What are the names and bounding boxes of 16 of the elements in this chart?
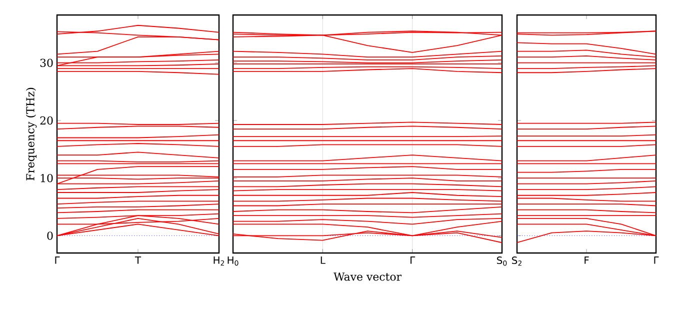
x-tick-label: Γ — [654, 256, 659, 264]
y-tick-label: 0 — [47, 232, 53, 240]
x-tick-label: S$_{0}$ — [497, 256, 507, 266]
y-tick-label: 10 — [40, 174, 53, 182]
x-tick-label: F — [584, 256, 589, 264]
y-tick-label: 30 — [40, 58, 53, 67]
x-tick-label: L — [320, 256, 326, 264]
x-tick-label: T — [134, 256, 142, 264]
x-tick-label: Γ — [55, 256, 60, 264]
y-axis-title: Frequency (THz) — [26, 88, 37, 180]
x-tick-label: H$_{2}$ — [214, 256, 224, 266]
x-tick-label: S$_{2}$ — [512, 256, 522, 266]
x-tick-label: H$_{0}$ — [228, 256, 238, 266]
y-tick-label: 20 — [40, 116, 53, 125]
x-tick-label: Γ — [410, 256, 416, 264]
x-axis-title: Wave vector — [334, 272, 402, 281]
